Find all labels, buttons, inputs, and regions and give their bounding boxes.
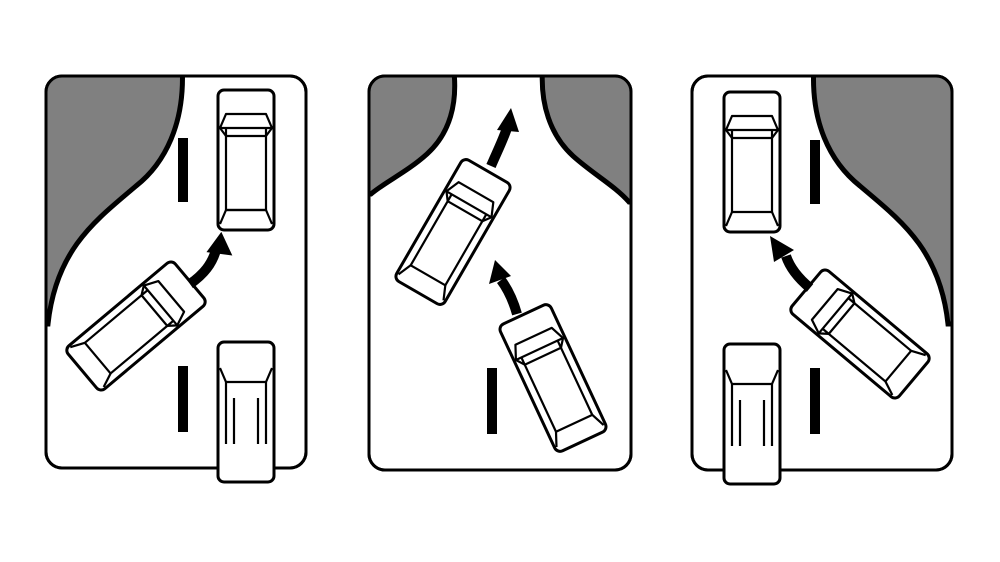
car-icon [722,342,782,486]
lane-marking [178,138,188,202]
car-icon [498,303,608,453]
direction-arrow-icon [770,236,814,292]
car-icon [722,90,782,234]
lane-marking [487,368,497,434]
panel-merge-right [690,74,954,486]
lane-marking [178,366,188,432]
road-shoulder [46,76,185,327]
road-shoulder [369,76,458,197]
lane-marking [810,368,820,434]
direction-arrow-icon [187,231,233,289]
car-icon [394,158,512,306]
direction-arrow-icon [489,260,522,316]
road-shoulder [539,76,631,205]
car-icon [65,260,207,392]
panel-forward-narrowing [367,74,633,472]
direction-arrow-icon [486,108,519,168]
car-icon [216,340,276,484]
lane-marking [810,140,820,204]
car-icon [216,88,276,232]
road-shoulder [810,76,952,327]
panel-merge-left [44,74,308,484]
